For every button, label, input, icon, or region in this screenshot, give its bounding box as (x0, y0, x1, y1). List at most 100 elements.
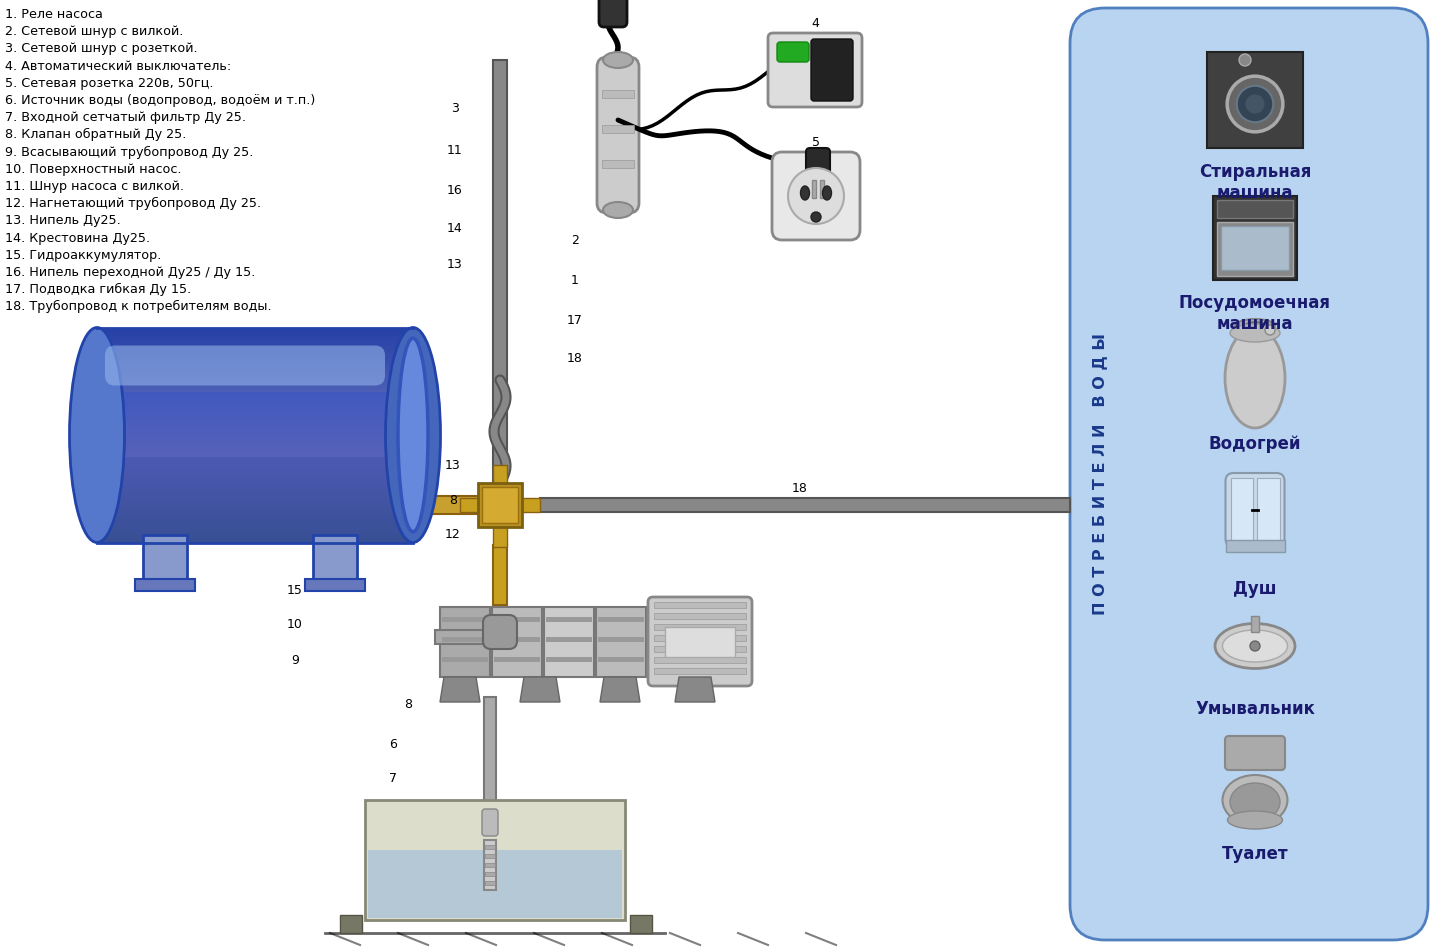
Bar (602, 160, 635, 168)
Text: 14. Крестовина Ду25.: 14. Крестовина Ду25. (4, 231, 151, 245)
Bar (98, 452, 414, 454)
Bar (597, 637, 643, 642)
Bar (98, 428, 414, 430)
Text: 2. Сетевой шнур с вилкой.: 2. Сетевой шнур с вилкой. (4, 26, 184, 38)
Bar (98, 538, 414, 540)
FancyBboxPatch shape (1225, 540, 1284, 552)
Bar (98, 519, 414, 521)
Bar (493, 545, 507, 605)
Text: 4: 4 (811, 17, 819, 30)
Ellipse shape (1235, 319, 1275, 333)
Ellipse shape (385, 327, 441, 542)
Ellipse shape (69, 327, 125, 542)
Bar (98, 503, 414, 506)
Bar (98, 332, 414, 334)
Circle shape (1228, 76, 1282, 132)
Bar (98, 413, 414, 415)
Bar (523, 498, 540, 512)
Bar (1251, 616, 1259, 632)
Bar (98, 471, 414, 474)
Text: 13: 13 (445, 459, 461, 471)
Bar (98, 500, 414, 501)
Text: 6: 6 (389, 738, 396, 752)
Bar (98, 366, 414, 369)
Bar (98, 454, 414, 457)
Bar (98, 351, 414, 354)
Bar (493, 60, 507, 483)
FancyBboxPatch shape (1225, 736, 1285, 770)
Bar (98, 383, 414, 386)
Bar (98, 337, 414, 338)
Bar (435, 630, 500, 644)
FancyBboxPatch shape (648, 597, 752, 686)
Text: 5. Сетевая розетка 220в, 50гц.: 5. Сетевая розетка 220в, 50гц. (4, 77, 214, 90)
Circle shape (811, 212, 821, 222)
Ellipse shape (1228, 811, 1282, 829)
Bar (602, 90, 635, 98)
FancyBboxPatch shape (599, 0, 628, 27)
Bar (98, 371, 414, 373)
Bar (368, 850, 622, 918)
FancyBboxPatch shape (768, 33, 862, 107)
Bar (602, 125, 635, 133)
Text: 17: 17 (567, 314, 583, 326)
Bar (98, 354, 414, 356)
Bar (98, 474, 414, 476)
Text: 10: 10 (287, 618, 303, 631)
Text: Посудомоечная
машина: Посудомоечная машина (1179, 294, 1331, 333)
Text: 12: 12 (445, 528, 461, 541)
Bar (98, 381, 414, 383)
Bar (540, 498, 1070, 512)
Bar (98, 493, 414, 495)
Bar (98, 427, 414, 428)
Circle shape (1245, 95, 1265, 114)
FancyBboxPatch shape (304, 578, 365, 591)
Bar (98, 405, 414, 407)
Bar (485, 845, 495, 849)
Ellipse shape (1245, 322, 1265, 330)
Bar (630, 915, 652, 933)
Text: 18: 18 (567, 352, 583, 364)
Bar (98, 517, 414, 519)
Text: 9: 9 (292, 653, 299, 666)
Bar (98, 392, 414, 394)
Bar (98, 398, 414, 401)
Bar (98, 439, 414, 442)
Text: П О Т Р Е Б И Т Е Л И   В О Д Ы: П О Т Р Е Б И Т Е Л И В О Д Ы (1093, 333, 1107, 615)
Bar (98, 349, 414, 351)
Bar (98, 469, 414, 471)
Bar (597, 657, 643, 662)
FancyBboxPatch shape (105, 345, 385, 386)
Ellipse shape (800, 186, 810, 200)
Bar (484, 840, 495, 890)
Text: Умывальник: Умывальник (1195, 700, 1315, 718)
Bar (98, 446, 414, 447)
Bar (98, 536, 414, 538)
Bar (493, 527, 507, 547)
FancyBboxPatch shape (313, 535, 358, 582)
Ellipse shape (1225, 328, 1285, 428)
Text: 4. Автоматический выключатель:: 4. Автоматический выключатель: (4, 60, 231, 73)
Ellipse shape (1231, 783, 1279, 821)
Ellipse shape (603, 52, 633, 68)
Bar (478, 483, 523, 527)
Bar (653, 613, 745, 619)
Bar (98, 394, 414, 396)
FancyBboxPatch shape (1225, 473, 1284, 547)
Bar (494, 637, 540, 642)
Bar (485, 872, 495, 876)
Bar (98, 411, 414, 413)
Text: 17. Подводка гибкая Ду 15.: 17. Подводка гибкая Ду 15. (4, 283, 191, 297)
FancyBboxPatch shape (777, 42, 808, 62)
FancyBboxPatch shape (482, 615, 517, 649)
Bar (98, 501, 414, 503)
Polygon shape (600, 677, 640, 702)
Text: 15: 15 (287, 584, 303, 596)
Text: 13: 13 (447, 259, 462, 271)
Bar (98, 422, 414, 425)
Bar (494, 617, 540, 622)
Polygon shape (675, 677, 715, 702)
Bar (665, 627, 735, 657)
Bar (98, 390, 414, 392)
Bar (98, 433, 414, 435)
